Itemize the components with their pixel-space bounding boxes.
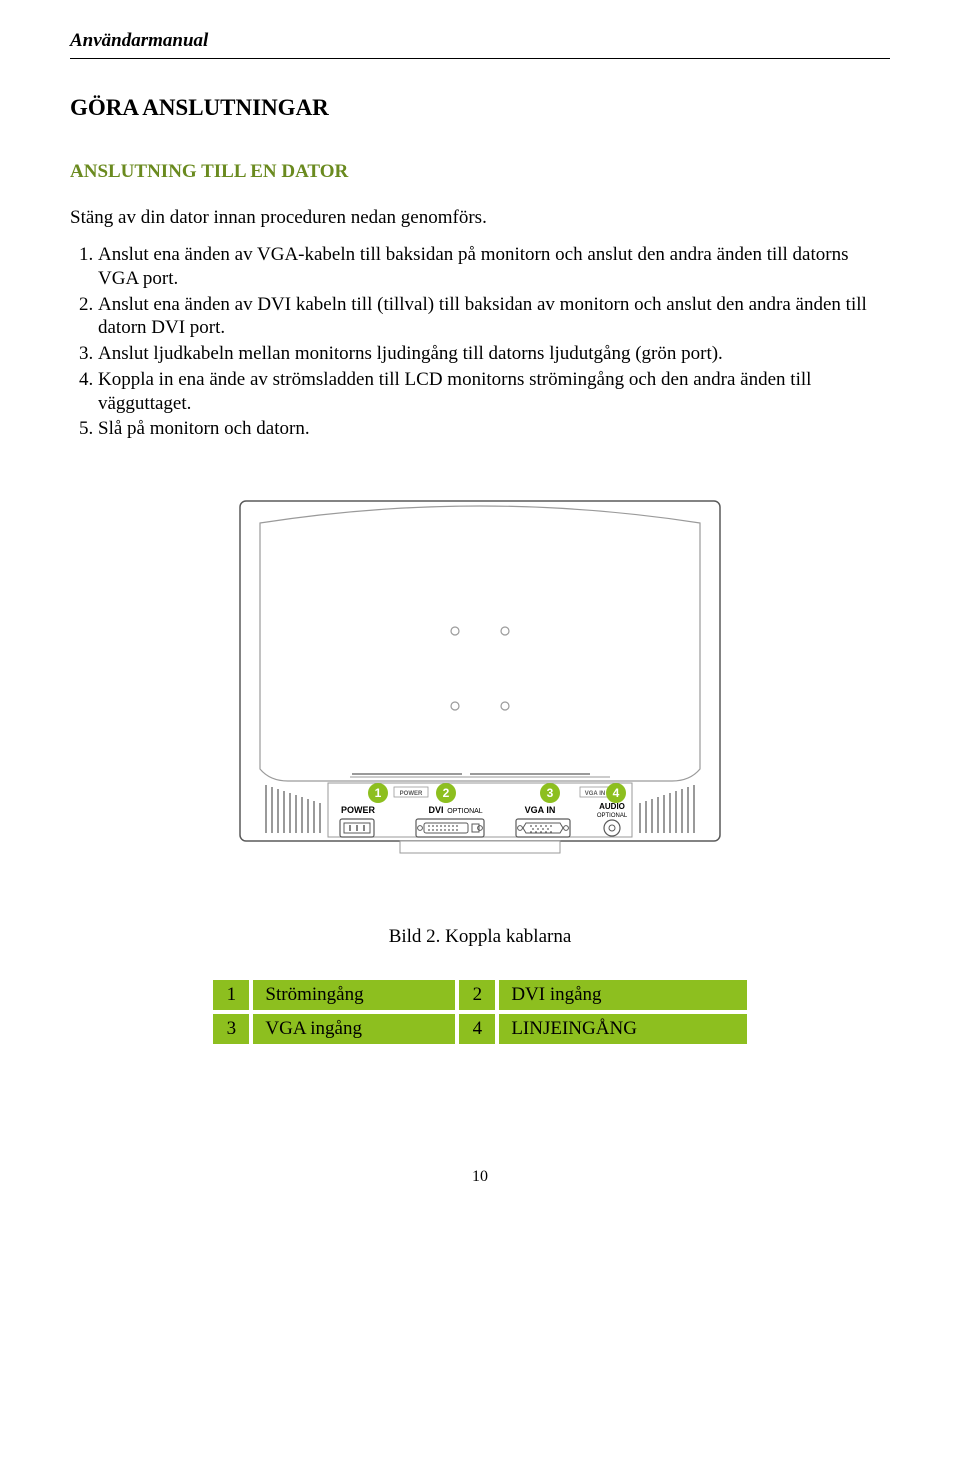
page-heading-1: GÖRA ANSLUTNINGAR: [70, 95, 890, 121]
table-row: 3 VGA ingång 4 LINJEINGÅNG: [213, 1014, 746, 1044]
svg-text:3: 3: [547, 786, 554, 800]
svg-text:1: 1: [375, 786, 382, 800]
intro-text: Stäng av din dator innan proceduren neda…: [70, 207, 890, 229]
diagram-caption: Bild 2. Koppla kablarna: [70, 926, 890, 948]
monitor-back-svg: POWER VGA IN 1 2 3 4 POWER DVI OPTIONAL …: [220, 481, 740, 901]
step-item: Anslut ena änden av VGA-kabeln till baks…: [98, 243, 890, 291]
connection-diagram: POWER VGA IN 1 2 3 4 POWER DVI OPTIONAL …: [70, 481, 890, 906]
svg-text:AUDIO: AUDIO: [599, 802, 625, 811]
legend-label: VGA ingång: [253, 1014, 455, 1044]
svg-text:OPTIONAL: OPTIONAL: [597, 813, 628, 819]
step-item: Slå på monitorn och datorn.: [98, 417, 890, 441]
legend-label: LINJEINGÅNG: [499, 1014, 746, 1044]
svg-text:POWER: POWER: [400, 791, 423, 797]
page-heading-2: ANSLUTNING TILL EN DATOR: [70, 161, 890, 183]
legend-num: 2: [459, 980, 495, 1010]
step-item: Koppla in ena ände av strömsladden till …: [98, 368, 890, 416]
legend-label: DVI ingång: [499, 980, 746, 1010]
table-row: 1 Strömingång 2 DVI ingång: [213, 980, 746, 1010]
page-number: 10: [70, 1168, 890, 1186]
svg-text:2: 2: [443, 786, 450, 800]
svg-text:VGA IN: VGA IN: [525, 805, 556, 815]
step-item: Anslut ljudkabeln mellan monitorns ljudi…: [98, 342, 890, 366]
svg-text:DVI: DVI: [428, 805, 443, 815]
legend-table: 1 Strömingång 2 DVI ingång 3 VGA ingång …: [209, 976, 750, 1048]
doc-header: Användarmanual: [70, 30, 890, 52]
svg-text:OPTIONAL: OPTIONAL: [447, 808, 483, 815]
svg-text:POWER: POWER: [341, 805, 376, 815]
steps-list: Anslut ena änden av VGA-kabeln till baks…: [70, 243, 890, 441]
svg-text:4: 4: [613, 786, 620, 800]
step-item: Anslut ena änden av DVI kabeln till (til…: [98, 293, 890, 341]
svg-text:VGA IN: VGA IN: [585, 791, 605, 797]
legend-num: 1: [213, 980, 249, 1010]
legend-num: 4: [459, 1014, 495, 1044]
legend-num: 3: [213, 1014, 249, 1044]
header-rule: [70, 58, 890, 59]
legend-label: Strömingång: [253, 980, 455, 1010]
